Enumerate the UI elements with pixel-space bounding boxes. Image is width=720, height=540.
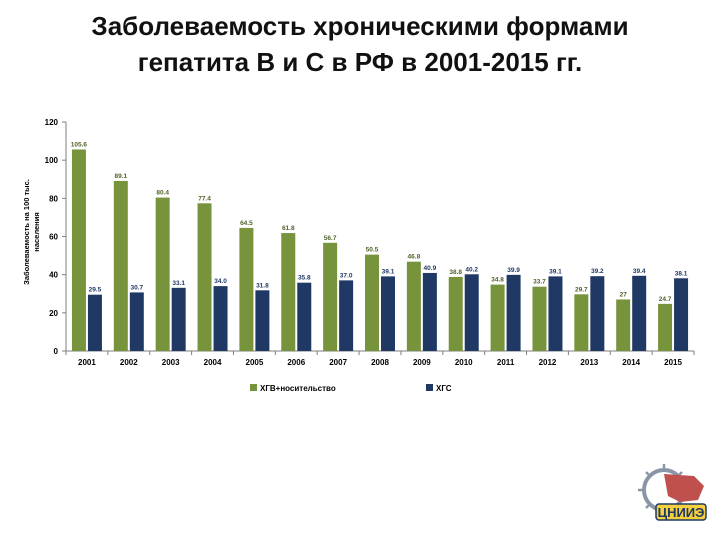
data-label: 37.0 [340,272,353,279]
bar-hbv [365,254,379,351]
x-tick-label: 2004 [204,358,222,367]
data-label: 39.2 [591,268,604,275]
x-tick-label: 2008 [371,358,389,367]
data-label: 40.2 [465,266,478,273]
data-label: 61.8 [282,225,295,232]
data-label: 89.1 [114,173,127,180]
data-label: 80.4 [156,190,169,197]
data-label: 35.8 [298,275,311,282]
bar-hcv [590,276,605,351]
y-tick-label: 120 [45,118,59,127]
chart-bars [71,149,689,351]
x-tick-label: 2005 [246,358,264,367]
bar-hbv [448,276,463,351]
data-label: 39.1 [382,268,395,275]
data-label: 34.0 [214,278,227,285]
bar-hcv [171,287,186,351]
logo-text: ЦНИИЭ [658,505,705,520]
data-label: 46.8 [408,254,421,261]
x-tick-label: 2015 [664,358,682,367]
data-label: 38.8 [449,269,462,276]
bar-hbv [406,261,421,351]
x-tick-label: 2014 [622,358,640,367]
title-line-2: гепатита В и С в РФ в 2001-2015 гг. [137,47,583,77]
bar-hbv [281,233,296,351]
bar-hbv [71,149,86,351]
data-label: 33.1 [172,280,185,287]
data-label: 39.4 [633,268,646,275]
bar-hcv [548,276,563,351]
x-tick-label: 2010 [455,358,473,367]
data-label: 105.6 [71,141,88,148]
y-axis-title-line-1: Заболеваемость на 100 тыс. [22,179,31,285]
chart-legend: ХГВ+носительство ХГС [250,384,452,393]
data-label: 40.9 [424,265,437,272]
data-label: 77.4 [198,195,211,202]
legend-label: ХГВ+носительство [260,384,336,393]
bar-hcv [213,286,228,351]
x-tick-label: 2009 [413,358,431,367]
legend-swatch [250,384,257,391]
data-label: 34.8 [491,277,504,284]
legend-label: ХГС [436,384,452,393]
data-label: 39.9 [507,267,520,274]
bar-hbv [197,203,212,351]
cnii-logo: ЦНИИЭ [638,464,707,521]
bar-hcv [422,272,437,351]
data-label: 33.7 [533,279,546,286]
data-label: 29.7 [575,286,588,293]
x-tick-label: 2001 [78,358,96,367]
bar-hcv [255,290,270,351]
x-tick-label: 2013 [580,358,598,367]
x-tick-label: 2002 [120,358,138,367]
bar-hcv [464,274,479,351]
data-label: 38.1 [675,270,688,277]
bar-hbv [616,299,631,351]
slide-title: Заболеваемость хроническими формами гепа… [0,8,720,80]
bar-hcv [129,292,144,351]
bar-hcv [339,280,354,351]
y-tick-label: 60 [49,233,58,242]
data-label: 29.5 [89,287,102,294]
bar-hcv [297,282,312,351]
bar-hcv [674,278,689,351]
bar-hbv [532,286,547,351]
y-tick-label: 0 [54,347,59,356]
bar-hbv [490,284,505,351]
data-label: 24.7 [659,296,672,303]
data-label: 56.7 [324,235,337,242]
legend-swatch [426,384,433,391]
x-tick-label: 2003 [162,358,180,367]
x-tick-label: 2006 [287,358,305,367]
bar-hbv [155,197,170,351]
y-tick-label: 40 [49,271,58,280]
bar-hcv [381,276,395,351]
x-tick-label: 2007 [329,358,347,367]
data-label: 27 [620,291,628,298]
x-tick-label: 2011 [497,358,515,367]
bar-hcv [632,275,647,351]
bar-hbv [658,303,673,351]
bar-hbv [323,242,338,351]
bar-hbv [239,227,254,351]
title-line-1: Заболеваемость хроническими формами [91,11,629,41]
y-tick-label: 20 [49,309,58,318]
data-label: 64.5 [240,220,253,227]
chart-axes: 0 20 40 60 80 100 120 2001 2002 2003 2004 2005 2006 2… [45,118,695,367]
x-tick-label: 2012 [539,358,557,367]
y-tick-label: 100 [45,156,59,165]
data-label: 39.1 [549,268,562,275]
y-tick-label: 80 [49,194,58,203]
bar-hcv [87,294,102,351]
bar-hcv [506,274,521,351]
data-label: 50.5 [366,247,379,254]
chart-data-labels: 105.6 29.5 89.1 30.7 80.4 33.1 77.4 34.0 64.5 31.… [71,141,688,302]
bar-hbv [113,180,128,351]
data-label: 31.8 [256,282,269,289]
bar-hbv [574,294,589,351]
y-axis-title-line-2: населения [32,212,41,251]
data-label: 30.7 [130,284,143,291]
